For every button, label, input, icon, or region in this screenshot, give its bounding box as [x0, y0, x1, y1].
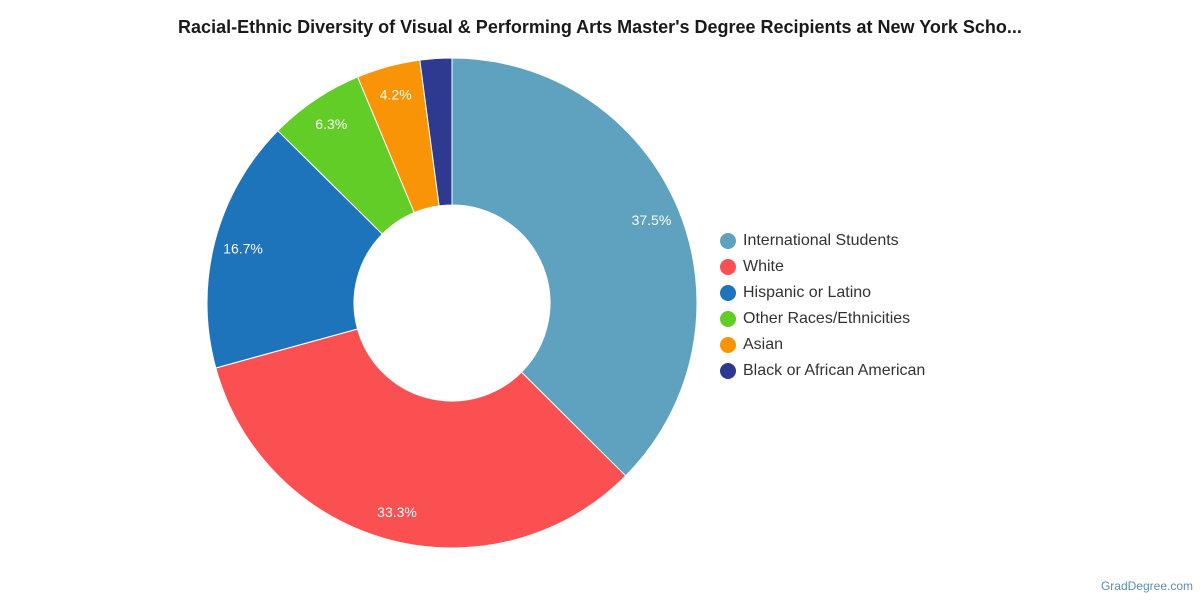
- legend-swatch-black-or-african-american: [720, 363, 736, 379]
- slice-white[interactable]: [215, 328, 627, 549]
- legend-label-asian: Asian: [743, 336, 784, 353]
- slice-label-hispanic-or-latino: 16.7%: [223, 240, 263, 256]
- legend-label-white: White: [743, 258, 784, 275]
- legend-label-international-students: International Students: [743, 232, 899, 249]
- legend-item-black-or-african-american[interactable]: Black or African American: [720, 358, 925, 384]
- legend-item-international-students[interactable]: International Students: [720, 228, 925, 254]
- legend-swatch-other-races-ethnicities: [720, 311, 736, 327]
- slice-international-students[interactable]: [451, 57, 698, 477]
- legend-swatch-asian: [720, 337, 736, 353]
- legend-item-asian[interactable]: Asian: [720, 332, 925, 358]
- slice-hispanic-or-latino[interactable]: [206, 130, 384, 369]
- legend-item-white[interactable]: White: [720, 254, 925, 280]
- legend-item-hispanic-or-latino[interactable]: Hispanic or Latino: [720, 280, 925, 306]
- legend-label-black-or-african-american: Black or African American: [743, 362, 926, 379]
- donut-slice-labels: 37.5% 33.3% 16.7% 6.3% 4.2%: [223, 86, 671, 519]
- legend-item-other-races-ethnicities[interactable]: Other Races/Ethnicities: [720, 306, 925, 332]
- chart-legend: International Students White Hispanic or L…: [720, 228, 925, 384]
- chart-title: Racial-Ethnic Diversity of Visual & Perf…: [178, 17, 1022, 37]
- legend-swatch-hispanic-or-latino: [720, 285, 736, 301]
- legend-label-other-races-ethnicities: Other Races/Ethnicities: [743, 310, 911, 327]
- legend-swatch-white: [720, 259, 736, 275]
- slice-label-asian: 4.2%: [380, 86, 412, 102]
- legend-swatch-international-students: [720, 233, 736, 249]
- legend-label-hispanic-or-latino: Hispanic or Latino: [743, 284, 872, 301]
- slice-black-or-african-american[interactable]: [419, 57, 453, 207]
- slice-label-other-races-ethnicities: 6.3%: [315, 116, 347, 132]
- donut-slices: [206, 57, 698, 549]
- slice-label-white: 33.3%: [377, 504, 417, 520]
- slice-label-international-students: 37.5%: [632, 212, 672, 228]
- source-credit-link[interactable]: GradDegree.com: [1100, 579, 1193, 593]
